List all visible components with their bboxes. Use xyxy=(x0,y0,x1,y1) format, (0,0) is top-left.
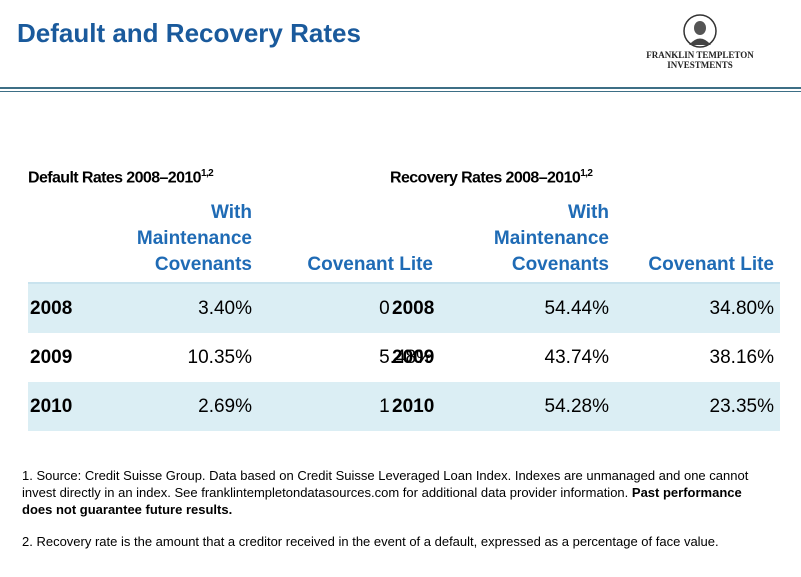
data-row: 2009 43.74% 38.16% xyxy=(390,333,780,382)
logo-icon xyxy=(683,14,717,48)
header-rule xyxy=(0,91,801,92)
value-cell: 54.28% xyxy=(466,382,615,431)
footnote: 1. Source: Credit Suisse Group. Data bas… xyxy=(22,467,762,518)
slide-title: Default and Recovery Rates xyxy=(17,18,361,48)
header-row: With Maintenance Covenants Covenant Lite xyxy=(390,200,780,284)
header-row: With Maintenance Covenants Covenant Lite xyxy=(28,200,439,284)
footnote-text: 2. Recovery rate is the amount that a cr… xyxy=(22,534,719,549)
data-row: 2010 54.28% 23.35% xyxy=(390,382,780,431)
value-cell: 5.48% xyxy=(379,346,433,368)
header-cell xyxy=(390,200,466,284)
value-cell: 3.40% xyxy=(106,283,258,333)
value-cell: 38.16% xyxy=(709,346,774,368)
table-title-superscript: 1,2 xyxy=(580,168,593,179)
value-cell: 23.35% xyxy=(615,382,780,431)
value-cell: 10.35% xyxy=(187,346,252,368)
row-label: 2010 xyxy=(390,382,466,431)
table-block: Default Rates 2008–20101,2 With Maintenan… xyxy=(28,168,439,431)
footnote-bold: Past performance does not guarantee futu… xyxy=(22,485,742,517)
table-block: Recovery Rates 2008–20101,2 With Maintena… xyxy=(390,168,780,431)
table-title: Recovery Rates 2008–20101,2 xyxy=(390,168,780,200)
row-label: 2008 xyxy=(390,283,466,333)
value-cell: 54.44% xyxy=(466,283,615,333)
row-label: 2008 xyxy=(28,283,106,333)
value-cell: 43.74% xyxy=(544,346,609,368)
row-label: 2009 xyxy=(392,346,435,368)
header-cell xyxy=(28,200,106,284)
table-title-superscript: 1,2 xyxy=(200,168,214,179)
data-row: 2008 54.44% 34.80% xyxy=(390,283,780,333)
table-title: Default Rates 2008–20101,2 xyxy=(28,168,439,200)
table-title-text: Default Rates 2008–2010 xyxy=(28,169,202,187)
value-cell: 2.69% xyxy=(106,382,258,431)
logo-line: INVESTMENTS xyxy=(667,60,733,70)
row-label: 2009 xyxy=(30,346,73,368)
header-rule xyxy=(0,87,801,89)
table-title-text: Recovery Rates 2008–2010 xyxy=(390,169,581,187)
data-table: With Maintenance Covenants Covenant Lite 2… xyxy=(28,200,439,431)
column-header: With Maintenance Covenants xyxy=(466,200,615,284)
data-row: 2009 10.35% 5.48% xyxy=(28,333,439,382)
column-header: Covenant Lite xyxy=(615,200,780,284)
column-header: With Maintenance Covenants xyxy=(106,200,258,284)
row-label: 2010 xyxy=(28,382,106,431)
data-table: With Maintenance Covenants Covenant Lite 2… xyxy=(390,200,780,431)
footnote: 2. Recovery rate is the amount that a cr… xyxy=(22,533,762,550)
logo-line: FRANKLIN TEMPLETON xyxy=(646,50,754,60)
logo: FRANKLIN TEMPLETON INVESTMENTS xyxy=(640,14,760,70)
footnote-text: 1. Source: Credit Suisse Group. Data bas… xyxy=(22,468,749,500)
value-cell: 34.80% xyxy=(615,283,780,333)
